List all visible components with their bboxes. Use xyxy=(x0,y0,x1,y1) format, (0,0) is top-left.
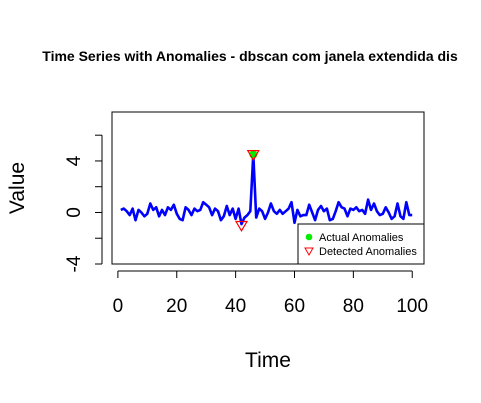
legend-actual-label: Actual Anomalies xyxy=(319,232,404,244)
x-tick-label: 0 xyxy=(113,296,124,317)
x-tick-label: 40 xyxy=(225,296,246,317)
legend: Actual Anomalies Detected Anomalies xyxy=(297,223,425,265)
x-axis-label: Time xyxy=(245,349,291,372)
x-axis: 0 20 40 60 80 100 xyxy=(113,270,428,317)
series-layer xyxy=(120,153,413,226)
markers-layer xyxy=(234,150,260,233)
plot-frame xyxy=(111,111,425,265)
x-tick-label: 80 xyxy=(343,296,364,317)
detected-anomaly-point xyxy=(234,220,249,233)
y-tick-label: 4 xyxy=(64,155,85,166)
legend-actual-symbol xyxy=(305,233,313,241)
legend-box xyxy=(297,223,425,265)
chart-title: Time Series with Anomalies - dbscan com … xyxy=(42,48,458,64)
x-tick-label: 100 xyxy=(396,296,428,317)
x-tick-label: 60 xyxy=(284,296,305,317)
series-line xyxy=(120,153,413,226)
y-axis: -4 0 4 xyxy=(64,134,103,272)
x-tick-label: 20 xyxy=(166,296,187,317)
legend-detected-symbol xyxy=(304,247,314,257)
y-tick-label: -4 xyxy=(64,255,85,272)
y-tick-label: 0 xyxy=(64,207,85,218)
detected-anomaly-point xyxy=(246,150,260,162)
y-axis-label: Value xyxy=(6,162,29,214)
legend-detected-label: Detected Anomalies xyxy=(319,246,417,258)
